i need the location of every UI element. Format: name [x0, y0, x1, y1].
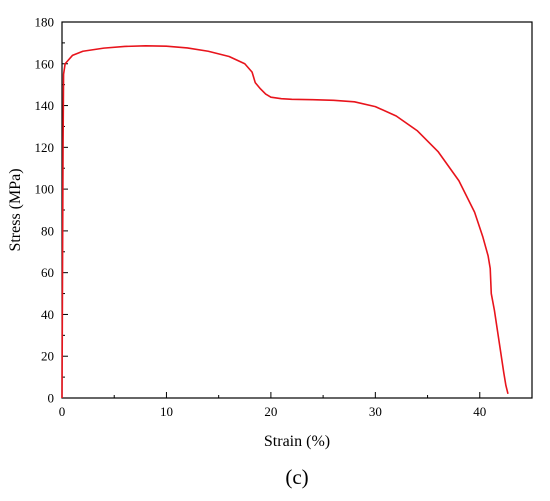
- y-tick-label: 180: [35, 15, 55, 30]
- x-tick-label: 40: [473, 404, 486, 419]
- y-axis-label: Stress (MPa): [7, 168, 24, 251]
- y-tick-label: 100: [35, 182, 55, 197]
- x-tick-label: 30: [369, 404, 382, 419]
- y-tick-label: 160: [35, 56, 55, 71]
- x-tick-label: 0: [59, 404, 66, 419]
- y-tick-label: 60: [41, 265, 54, 280]
- y-tick-label: 140: [35, 98, 55, 113]
- y-tick-label: 0: [48, 391, 55, 406]
- x-tick-label: 10: [160, 404, 173, 419]
- figure-caption: (c): [285, 465, 308, 489]
- x-axis-ticks: 0 10 20 30 40: [59, 392, 533, 419]
- plot-border: [61, 21, 533, 399]
- y-axis-ticks: 0 20 40 60 80 100 120 140 160 180: [35, 15, 68, 406]
- x-tick-label: 20: [264, 404, 277, 419]
- y-tick-label: 120: [35, 140, 55, 155]
- x-axis-label: Strain (%): [264, 433, 330, 450]
- y-tick-label: 20: [41, 349, 54, 364]
- series-layer: [61, 45, 509, 399]
- plot-frame: [61, 21, 533, 399]
- stress-strain-curve: [61, 45, 509, 399]
- y-tick-label: 80: [41, 223, 54, 238]
- y-tick-label: 40: [41, 307, 54, 322]
